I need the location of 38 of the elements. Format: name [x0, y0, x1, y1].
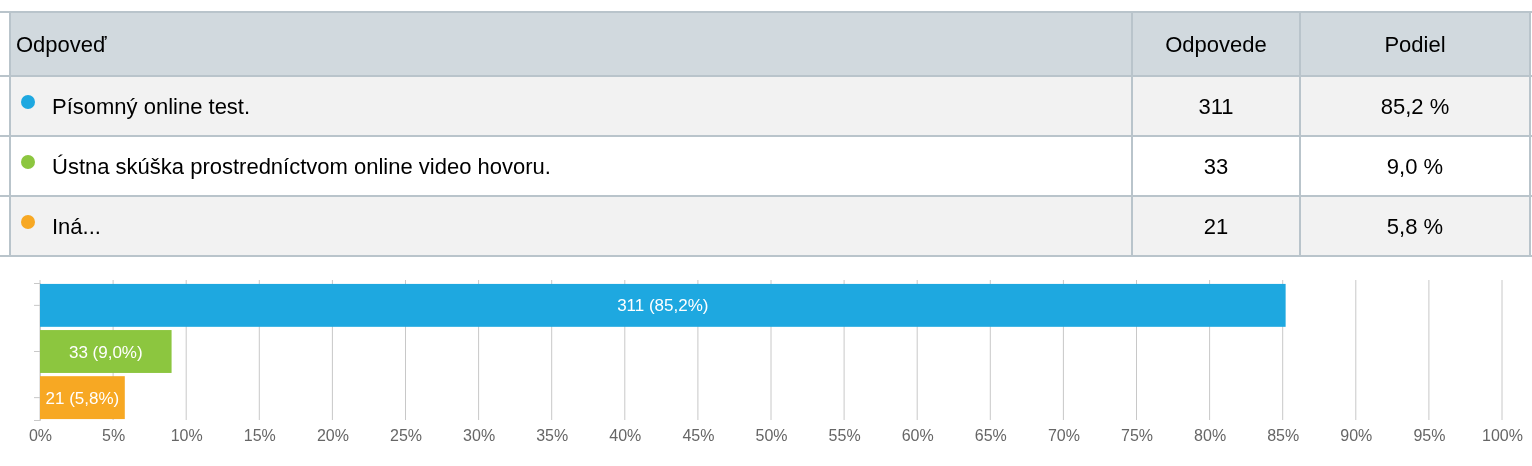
- text: Odpoveď: [16, 32, 108, 57]
- data-label: 311 (85,2%): [617, 296, 709, 316]
- bar: [40, 330, 172, 373]
- text: Písomný online test.: [52, 94, 251, 119]
- x-tick-label: 60%: [901, 427, 934, 445]
- x-tick-label: 15%: [243, 427, 276, 445]
- text: 33: [1203, 154, 1229, 179]
- x-tick-label: 5%: [102, 427, 126, 445]
- text: 311: [1198, 94, 1234, 119]
- text: 21: [1203, 214, 1229, 239]
- text: 5,8 %: [1386, 214, 1444, 239]
- bar: [40, 283, 1286, 327]
- x-tick-label: 35%: [536, 427, 569, 445]
- x-tick-label: 0%: [28, 427, 53, 445]
- x-tick-label: 80%: [1194, 427, 1227, 445]
- text: Ústna skúška prostredníctvom online video hovoru.: [52, 154, 551, 179]
- x-tick-label: 25%: [389, 427, 423, 445]
- x-tick-label: 65%: [974, 427, 1007, 445]
- text: 85,2 %: [1380, 94, 1450, 119]
- x-tick-label: 30%: [463, 427, 496, 445]
- data-label: 21 (5,8%): [45, 388, 120, 408]
- x-tick-label: 55%: [828, 427, 861, 445]
- x-tick-label: 40%: [609, 427, 642, 445]
- x-tick-label: 95%: [1413, 427, 1446, 445]
- text: Podiel: [1384, 32, 1446, 57]
- x-tick-label: 75%: [1120, 427, 1154, 445]
- text: Iná...: [52, 214, 101, 239]
- x-tick-label: 45%: [682, 427, 715, 445]
- text: 9,0 %: [1386, 154, 1444, 179]
- x-tick-label: 90%: [1340, 427, 1373, 445]
- x-tick-label: 20%: [316, 427, 349, 445]
- x-tick-label: 100%: [1482, 427, 1523, 445]
- data-label: 33 (9,0%): [68, 342, 143, 362]
- x-tick-label: 85%: [1267, 427, 1300, 445]
- text: Odpovede: [1165, 32, 1267, 57]
- x-tick-label: 50%: [755, 427, 788, 445]
- x-tick-label: 10%: [170, 427, 203, 445]
- x-tick-label: 70%: [1047, 427, 1080, 445]
